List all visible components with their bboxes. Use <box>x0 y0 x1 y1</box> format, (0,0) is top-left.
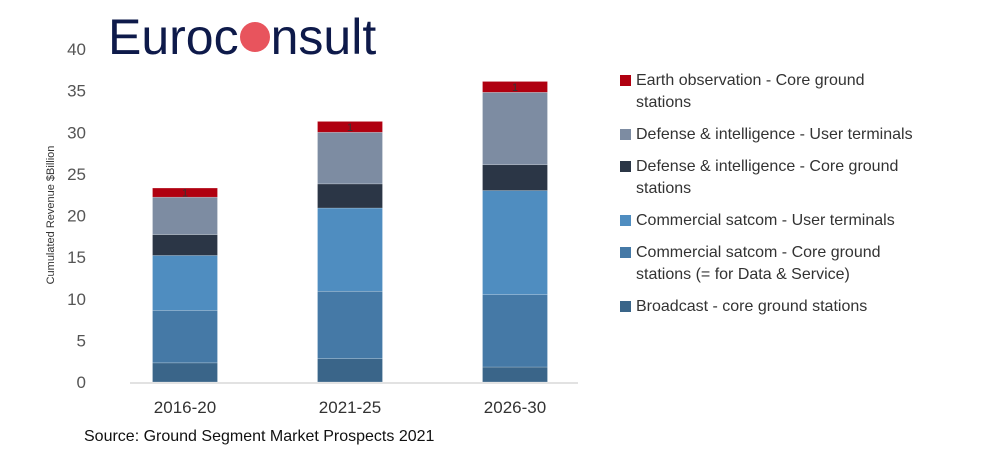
y-tick-label: 25 <box>67 165 86 184</box>
legend-item: Commercial satcom - User terminals <box>620 210 920 232</box>
legend-item: Broadcast - core ground stations <box>620 296 920 318</box>
bar-segment <box>152 187 218 198</box>
legend-item: Earth observation - Core ground stations <box>620 70 920 114</box>
bar-segment <box>317 207 383 292</box>
data-label: 1 <box>347 122 353 134</box>
bar-segment <box>152 255 218 311</box>
bar-segment <box>482 366 548 383</box>
bar-segment <box>317 121 383 133</box>
source-note: Source: Ground Segment Market Prospects … <box>84 428 435 445</box>
bar-segment <box>317 131 383 185</box>
y-tick-label: 15 <box>67 248 86 267</box>
legend-label: Earth observation - Core ground stations <box>636 72 865 111</box>
y-tick-label: 20 <box>67 207 86 226</box>
legend-item: Defense & intelligence - User terminals <box>620 124 920 146</box>
y-tick-label: 0 <box>77 373 86 392</box>
legend-swatch <box>620 301 631 312</box>
legend-label: Commercial satcom - Core ground stations… <box>636 244 881 283</box>
y-tick-label: 30 <box>67 123 86 142</box>
legend-label: Defense & intelligence - Core ground sta… <box>636 158 899 197</box>
x-tick-label: 2021-25 <box>319 398 381 417</box>
x-tick-label: 2016-20 <box>154 398 216 417</box>
y-tick-label: 10 <box>67 290 86 309</box>
bar-segment <box>152 196 218 235</box>
y-tick-label: 5 <box>77 331 86 350</box>
bar-segment <box>482 294 548 368</box>
bar-segment <box>482 81 548 93</box>
data-label: 1 <box>182 188 188 200</box>
legend-swatch <box>620 161 631 172</box>
x-tick-label: 2026-30 <box>484 398 546 417</box>
y-tick-label: 40 <box>67 40 86 59</box>
bar-segment <box>482 91 548 166</box>
legend-swatch <box>620 247 631 258</box>
legend-swatch <box>620 215 631 226</box>
y-tick-label: 35 <box>67 82 86 101</box>
legend-swatch <box>620 129 631 140</box>
legend-item: Commercial satcom - Core ground stations… <box>620 242 920 286</box>
legend-swatch <box>620 75 631 86</box>
y-axis-label: Cumulated Revenue $Billion <box>45 146 57 285</box>
bar-segment <box>152 362 218 383</box>
bar-segment <box>317 290 383 359</box>
bar-segment <box>317 358 383 383</box>
legend-label: Defense & intelligence - User terminals <box>636 126 913 143</box>
euroconsult-logo: Euroc nsult <box>108 9 377 65</box>
data-label: 1 <box>512 82 518 94</box>
legend-item: Defense & intelligence - Core ground sta… <box>620 156 920 200</box>
legend-label: Commercial satcom - User terminals <box>636 212 895 229</box>
legend-label: Broadcast - core ground stations <box>636 298 868 315</box>
bar-segment <box>482 190 548 295</box>
legend: Earth observation - Core ground stations… <box>620 70 920 328</box>
bar-segment <box>152 234 218 256</box>
bar-segment <box>152 310 218 364</box>
bar-segment <box>482 164 548 191</box>
stacked-bar-chart: 0 5 10 15 20 25 30 35 40 Cumulated Revenue $Billi… <box>45 40 578 417</box>
bar-segment <box>317 183 383 209</box>
